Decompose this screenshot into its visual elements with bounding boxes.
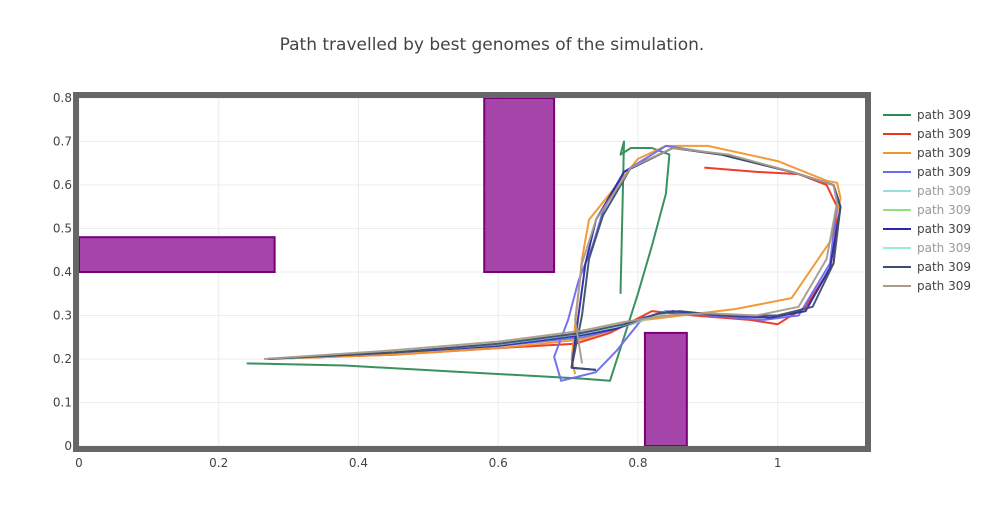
y-tick-label-7: 0.7 xyxy=(53,135,72,149)
series-line-2 xyxy=(267,144,842,375)
x-tick-label-0: 0 xyxy=(75,456,83,470)
legend-label-3: path 309 xyxy=(917,165,971,179)
plot-frame xyxy=(73,92,871,452)
legend-label-1: path 309 xyxy=(917,127,971,141)
series-lines xyxy=(246,140,842,382)
series-line-4 xyxy=(274,312,667,360)
series-line-0 xyxy=(246,140,671,382)
series-line-8 xyxy=(267,147,842,371)
x-tick-label-5: 1 xyxy=(774,456,782,470)
legend-label-9: path 309 xyxy=(917,279,971,293)
y-tick-label-3: 0.3 xyxy=(53,309,72,323)
legend-label-6: path 309 xyxy=(917,222,971,236)
series-line-9 xyxy=(264,147,839,364)
legend-label-7: path 309 xyxy=(917,241,971,255)
y-tick-label-8: 0.8 xyxy=(53,91,72,105)
series-line-7 xyxy=(274,311,667,360)
legend-item-8[interactable]: path 309 xyxy=(883,260,971,274)
legend-item-1[interactable]: path 309 xyxy=(883,127,971,141)
legend-label-0: path 309 xyxy=(917,108,971,122)
legend-item-5[interactable]: path 309 xyxy=(883,203,971,217)
legend-label-5: path 309 xyxy=(917,203,971,217)
legend-item-0[interactable]: path 309 xyxy=(883,108,971,122)
axis-ticks: 0 0.2 0.4 0.6 0.8 1 0 0.1 0.2 0.3 0.4 0.5 0.6 0.7 0.8 xyxy=(53,91,782,470)
y-tick-label-5: 0.5 xyxy=(53,222,72,236)
obstacle-2 xyxy=(643,331,688,447)
y-tick-label-4: 0.4 xyxy=(53,265,72,279)
series-line-6 xyxy=(267,147,842,371)
legend-label-4: path 309 xyxy=(917,184,971,198)
x-tick-label-2: 0.4 xyxy=(349,456,368,470)
legend-item-6[interactable]: path 309 xyxy=(883,222,971,236)
legend-label-2: path 309 xyxy=(917,146,971,160)
obstacle-0 xyxy=(78,236,276,273)
legend-item-4[interactable]: path 309 xyxy=(883,184,971,198)
x-tick-label-1: 0.2 xyxy=(209,456,228,470)
legend-item-3[interactable]: path 309 xyxy=(883,165,971,179)
obstacle-1 xyxy=(483,97,556,273)
y-tick-label-6: 0.6 xyxy=(53,178,72,192)
y-tick-label-0: 0 xyxy=(64,439,72,453)
legend: path 309 path 309 path 309 path 309 path 309… xyxy=(883,108,971,293)
chart-title: Path travelled by best genomes of the si… xyxy=(280,35,705,55)
legend-item-7[interactable]: path 309 xyxy=(883,241,971,255)
legend-label-8: path 309 xyxy=(917,260,971,274)
series-line-5 xyxy=(274,311,667,360)
x-tick-label-4: 0.8 xyxy=(628,456,647,470)
legend-item-9[interactable]: path 309 xyxy=(883,279,971,293)
x-tick-label-3: 0.6 xyxy=(489,456,508,470)
y-tick-label-1: 0.1 xyxy=(53,396,72,410)
series-line-1 xyxy=(267,166,839,360)
y-tick-label-2: 0.2 xyxy=(53,352,72,366)
legend-item-2[interactable]: path 309 xyxy=(883,146,971,160)
obstacles xyxy=(78,97,688,447)
